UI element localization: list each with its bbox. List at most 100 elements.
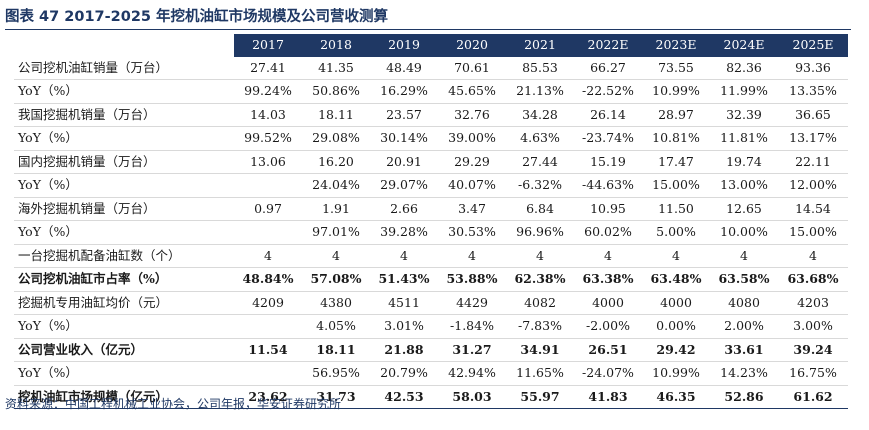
table-cell: 55.97 [506, 385, 574, 409]
table-cell: 26.14 [574, 103, 642, 127]
header-cell: 2022E [574, 34, 642, 57]
table-cell: 17.47 [642, 150, 710, 174]
table-cell: 10.99% [642, 361, 710, 386]
table-cell: 20.91 [370, 150, 438, 174]
table-cell: 34.91 [506, 338, 574, 362]
table-cell: 4 [370, 244, 438, 268]
table-cell: 61.62 [778, 385, 848, 409]
table-cell: 14.23% [710, 361, 778, 386]
table-cell: 23.62 [234, 385, 302, 409]
row-label: 国内挖掘机销量（万台） [14, 150, 234, 174]
table-cell [234, 314, 302, 339]
table-cell: 11.99% [710, 79, 778, 104]
table-cell: 26.51 [574, 338, 642, 362]
table-cell: 62.38% [506, 267, 574, 292]
source-note: 资料来源：中国工程机械工业协会，公司年报，华安证券研究所 [5, 397, 342, 411]
table-cell: 15.00% [642, 173, 710, 198]
table-cell: 4 [642, 244, 710, 268]
table-cell: 99.52% [234, 126, 302, 151]
table-row: 挖掘机专用油缸均价（元） 4209 4380 4511 4429 4082 4000 4000… [14, 291, 848, 315]
table-cell: 4000 [574, 291, 642, 315]
row-label: YoY（%） [14, 361, 234, 386]
table-cell: 97.01% [302, 220, 370, 245]
table-cell: 10.00% [710, 220, 778, 245]
table-header-row: 2017 2018 2019 2020 2021 2022E 2023E 202… [14, 34, 848, 57]
table-cell [234, 361, 302, 386]
table-cell: 93.36 [778, 56, 848, 80]
table-cell: 23.57 [370, 103, 438, 127]
table-cell: 4203 [778, 291, 848, 315]
table-cell: 29.29 [438, 150, 506, 174]
table-cell: 3.47 [438, 197, 506, 221]
table-cell: 66.27 [574, 56, 642, 80]
header-corner-cell [14, 34, 234, 57]
table-cell: 57.08% [302, 267, 370, 292]
table-cell: 30.14% [370, 126, 438, 151]
row-label: YoY（%） [14, 314, 234, 339]
row-label: YoY（%） [14, 220, 234, 245]
table-cell: 16.29% [370, 79, 438, 104]
header-cell: 2018 [302, 34, 370, 57]
table-cell: -22.52% [574, 79, 642, 104]
table-cell: 48.49 [370, 56, 438, 80]
table-cell: 39.24 [778, 338, 848, 362]
row-label: YoY（%） [14, 79, 234, 104]
table-cell: 63.68% [778, 267, 848, 292]
table-cell: 19.74 [710, 150, 778, 174]
table-cell: 39.00% [438, 126, 506, 151]
table-cell: 27.44 [506, 150, 574, 174]
row-label: 公司营业收入（亿元） [14, 338, 234, 362]
table-cell: 4209 [234, 291, 302, 315]
table-cell: 99.24% [234, 79, 302, 104]
table-cell: 13.17% [778, 126, 848, 151]
table-cell: -44.63% [574, 173, 642, 198]
table-cell: 29.42 [642, 338, 710, 362]
table-cell: 51.43% [370, 267, 438, 292]
table-cell: 4 [574, 244, 642, 268]
table-cell: 32.39 [710, 103, 778, 127]
table-cell: 21.88 [370, 338, 438, 362]
table-cell: 12.65 [710, 197, 778, 221]
table-cell [234, 173, 302, 198]
table-cell: 4.05% [302, 314, 370, 339]
table-cell: 16.75% [778, 361, 848, 386]
table-cell: 4429 [438, 291, 506, 315]
table-cell: 41.83 [574, 385, 642, 409]
table-cell: 42.53 [370, 385, 438, 409]
table-cell: 15.00% [778, 220, 848, 245]
table-cell: 53.88% [438, 267, 506, 292]
table-cell: 1.91 [302, 197, 370, 221]
table-cell: 13.35% [778, 79, 848, 104]
table-cell: 60.02% [574, 220, 642, 245]
header-cell: 2017 [234, 34, 302, 57]
table-cell: 5.00% [642, 220, 710, 245]
table-cell: 4080 [710, 291, 778, 315]
table-cell: 28.97 [642, 103, 710, 127]
table-row: 公司挖机油缸销量（万台） 27.41 41.35 48.49 70.61 85.53 66.… [14, 56, 848, 80]
row-label: 挖机油缸市场规模（亿元） [14, 385, 234, 409]
table-cell: 22.11 [778, 150, 848, 174]
table-cell: 30.53% [438, 220, 506, 245]
table-cell: -7.83% [506, 314, 574, 339]
table-cell: 11.81% [710, 126, 778, 151]
table-cell: 4380 [302, 291, 370, 315]
table-cell: 85.53 [506, 56, 574, 80]
table-cell: 3.01% [370, 314, 438, 339]
table-cell: 63.58% [710, 267, 778, 292]
table-cell: 18.11 [302, 103, 370, 127]
table-row: 公司挖机油缸市占率（%） 48.84% 57.08% 51.43% 53.88% 62.3… [14, 267, 848, 292]
table-cell: 4 [302, 244, 370, 268]
row-label: 公司挖机油缸市占率（%） [14, 267, 234, 292]
table-cell: 4 [234, 244, 302, 268]
table-cell: 13.00% [710, 173, 778, 198]
table-cell: 13.06 [234, 150, 302, 174]
table-cell: 11.50 [642, 197, 710, 221]
table-row: 海外挖掘机销量（万台） 0.97 1.91 2.66 3.47 6.84 10.95 11.5… [14, 197, 848, 221]
table-cell: 58.03 [438, 385, 506, 409]
table-row: YoY（%） 99.24% 50.86% 16.29% 45.65% 21.13% -22.… [14, 79, 848, 104]
table-cell: 14.54 [778, 197, 848, 221]
table-cell: 2.00% [710, 314, 778, 339]
table-row: YoY（%） 56.95% 20.79% 42.94% 11.65% -24.07% 10.… [14, 361, 848, 386]
table-cell: 45.65% [438, 79, 506, 104]
table-cell: 6.84 [506, 197, 574, 221]
